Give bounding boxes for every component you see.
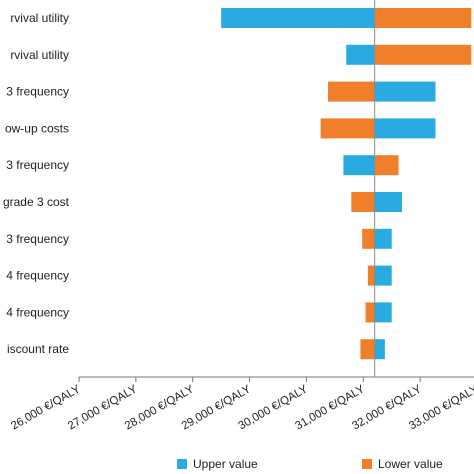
- bar-lower-value: [374, 44, 472, 65]
- category-label: rvival utility: [10, 11, 69, 25]
- category-label: rvival utility: [10, 48, 69, 62]
- bar-lower-value: [374, 8, 472, 28]
- category-label: 3 frequency: [6, 158, 69, 172]
- category-label: 3 frequency: [6, 232, 69, 246]
- category-label: 4 frequency: [6, 305, 69, 319]
- legend-label-lower: Lower value: [378, 457, 443, 471]
- bar-upper-value: [374, 81, 436, 102]
- bar-lower-value: [365, 302, 375, 323]
- bar-upper-value: [374, 228, 392, 249]
- bar-lower-value: [367, 265, 375, 286]
- category-label: 3 frequency: [6, 85, 69, 99]
- bar-upper-value: [343, 155, 375, 176]
- bar-lower-value: [362, 228, 375, 249]
- category-label: ow-up costs: [5, 121, 69, 135]
- category-label: grade 3 cost: [3, 195, 70, 209]
- legend-swatch-lower: [362, 459, 372, 469]
- bar-upper-value: [346, 44, 375, 65]
- legend-swatch-upper: [177, 459, 187, 469]
- bar-upper-value: [221, 8, 375, 28]
- category-labels: rvival utility rvival utility 3 frequency o…: [3, 11, 70, 356]
- bar-lower-value: [374, 155, 399, 176]
- category-label: 4 frequency: [6, 269, 69, 283]
- bar-lower-value: [328, 81, 375, 102]
- bar-upper-value: [374, 339, 385, 360]
- bar-upper-value: [374, 192, 402, 212]
- category-label: iscount rate: [7, 342, 69, 356]
- bar-lower-value: [351, 192, 375, 212]
- bar-upper-value: [374, 118, 436, 139]
- bar-lower-value: [360, 339, 375, 360]
- legend-label-upper: Upper value: [193, 457, 258, 471]
- legend: Upper value Lower value: [177, 457, 443, 471]
- bar-upper-value: [374, 302, 392, 323]
- bar-lower-value: [320, 118, 375, 139]
- bar-upper-value: [374, 265, 392, 286]
- bars-layer: [221, 8, 472, 360]
